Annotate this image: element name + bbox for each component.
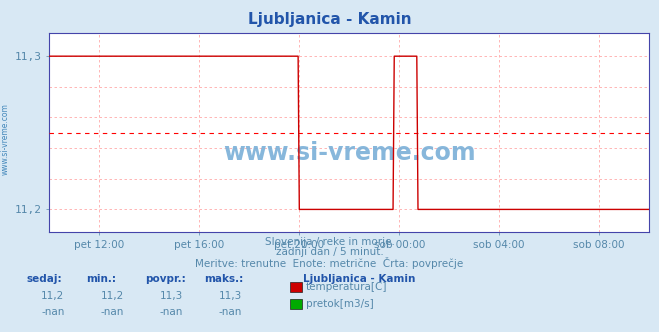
Text: 11,2: 11,2 — [100, 290, 124, 300]
Text: povpr.:: povpr.: — [145, 274, 186, 284]
Text: min.:: min.: — [86, 274, 116, 284]
Text: sedaj:: sedaj: — [26, 274, 62, 284]
Text: 11,2: 11,2 — [41, 290, 65, 300]
Text: -nan: -nan — [219, 307, 243, 317]
Text: -nan: -nan — [41, 307, 65, 317]
Text: -nan: -nan — [100, 307, 124, 317]
Text: Ljubljanica - Kamin: Ljubljanica - Kamin — [248, 12, 411, 27]
Text: zadnji dan / 5 minut.: zadnji dan / 5 minut. — [275, 247, 384, 257]
Text: www.si-vreme.com: www.si-vreme.com — [223, 141, 476, 165]
Text: 11,3: 11,3 — [219, 290, 243, 300]
Text: 11,3: 11,3 — [159, 290, 183, 300]
Text: temperatura[C]: temperatura[C] — [306, 282, 387, 292]
Text: Ljubljanica - Kamin: Ljubljanica - Kamin — [303, 274, 416, 284]
Text: pretok[m3/s]: pretok[m3/s] — [306, 299, 374, 309]
Text: www.si-vreme.com: www.si-vreme.com — [1, 104, 10, 175]
Text: maks.:: maks.: — [204, 274, 244, 284]
Text: -nan: -nan — [159, 307, 183, 317]
Text: Meritve: trenutne  Enote: metrične  Črta: povprečje: Meritve: trenutne Enote: metrične Črta: … — [195, 257, 464, 269]
Text: Slovenija / reke in morje.: Slovenija / reke in morje. — [264, 237, 395, 247]
